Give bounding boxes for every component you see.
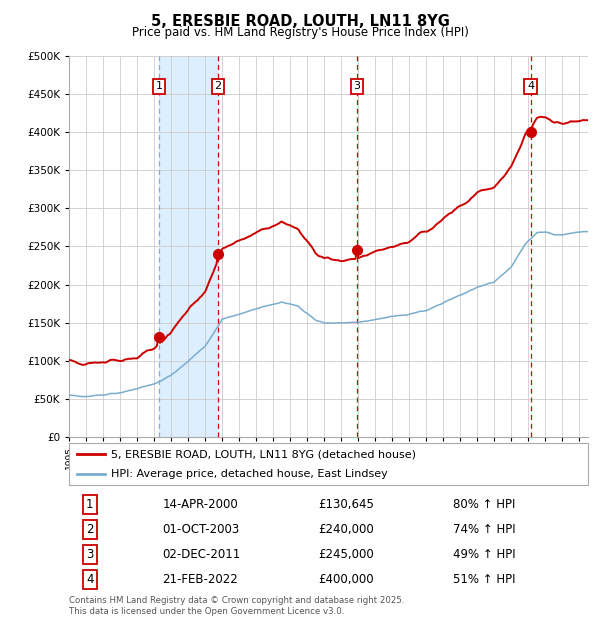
Bar <box>159 56 218 437</box>
Text: £245,000: £245,000 <box>318 548 374 561</box>
Text: 80% ↑ HPI: 80% ↑ HPI <box>453 498 515 511</box>
Text: £240,000: £240,000 <box>318 523 374 536</box>
Text: 2: 2 <box>86 523 94 536</box>
Text: 1: 1 <box>155 81 163 91</box>
Text: 14-APR-2000: 14-APR-2000 <box>163 498 238 511</box>
Text: 2: 2 <box>214 81 221 91</box>
Text: 4: 4 <box>86 573 94 586</box>
Text: 49% ↑ HPI: 49% ↑ HPI <box>453 548 515 561</box>
Text: 5, ERESBIE ROAD, LOUTH, LN11 8YG: 5, ERESBIE ROAD, LOUTH, LN11 8YG <box>151 14 449 29</box>
Text: 21-FEB-2022: 21-FEB-2022 <box>163 573 238 586</box>
Text: 5, ERESBIE ROAD, LOUTH, LN11 8YG (detached house): 5, ERESBIE ROAD, LOUTH, LN11 8YG (detach… <box>110 449 416 459</box>
Text: 02-DEC-2011: 02-DEC-2011 <box>163 548 241 561</box>
Text: HPI: Average price, detached house, East Lindsey: HPI: Average price, detached house, East… <box>110 469 387 479</box>
Text: Price paid vs. HM Land Registry's House Price Index (HPI): Price paid vs. HM Land Registry's House … <box>131 26 469 39</box>
Text: 01-OCT-2003: 01-OCT-2003 <box>163 523 239 536</box>
Text: 1: 1 <box>86 498 94 511</box>
Text: 3: 3 <box>353 81 361 91</box>
Text: 3: 3 <box>86 548 94 561</box>
FancyBboxPatch shape <box>69 443 588 485</box>
Text: 4: 4 <box>527 81 534 91</box>
Text: Contains HM Land Registry data © Crown copyright and database right 2025.
This d: Contains HM Land Registry data © Crown c… <box>69 596 404 616</box>
Text: 51% ↑ HPI: 51% ↑ HPI <box>453 573 515 586</box>
Text: £130,645: £130,645 <box>318 498 374 511</box>
Text: 74% ↑ HPI: 74% ↑ HPI <box>453 523 515 536</box>
Text: £400,000: £400,000 <box>318 573 374 586</box>
